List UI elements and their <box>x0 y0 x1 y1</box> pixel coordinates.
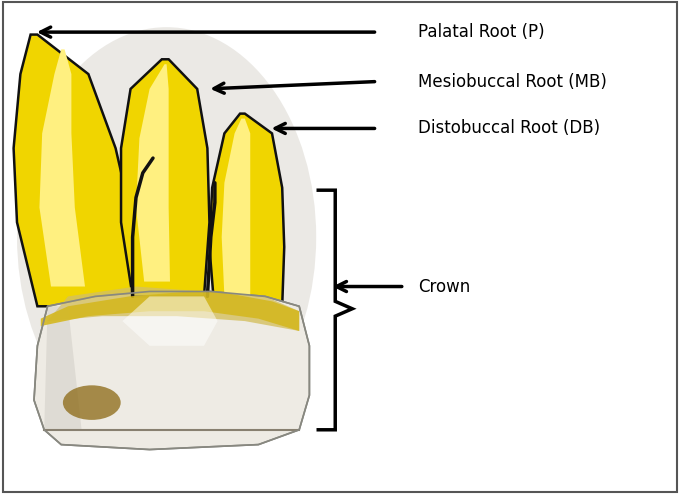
Polygon shape <box>48 287 299 331</box>
Polygon shape <box>34 291 309 450</box>
Polygon shape <box>209 114 284 306</box>
Polygon shape <box>41 291 299 331</box>
Text: Palatal Root (P): Palatal Root (P) <box>418 23 545 41</box>
Text: Crown: Crown <box>418 278 471 295</box>
Polygon shape <box>14 35 146 306</box>
Polygon shape <box>222 119 250 296</box>
Text: Mesiobuccal Root (MB): Mesiobuccal Root (MB) <box>418 73 607 90</box>
Polygon shape <box>121 59 209 296</box>
Ellipse shape <box>63 385 121 420</box>
Polygon shape <box>122 296 218 346</box>
Polygon shape <box>136 64 170 282</box>
Polygon shape <box>44 306 82 430</box>
Polygon shape <box>39 49 85 287</box>
Ellipse shape <box>17 27 316 447</box>
Text: Distobuccal Root (DB): Distobuccal Root (DB) <box>418 120 600 137</box>
